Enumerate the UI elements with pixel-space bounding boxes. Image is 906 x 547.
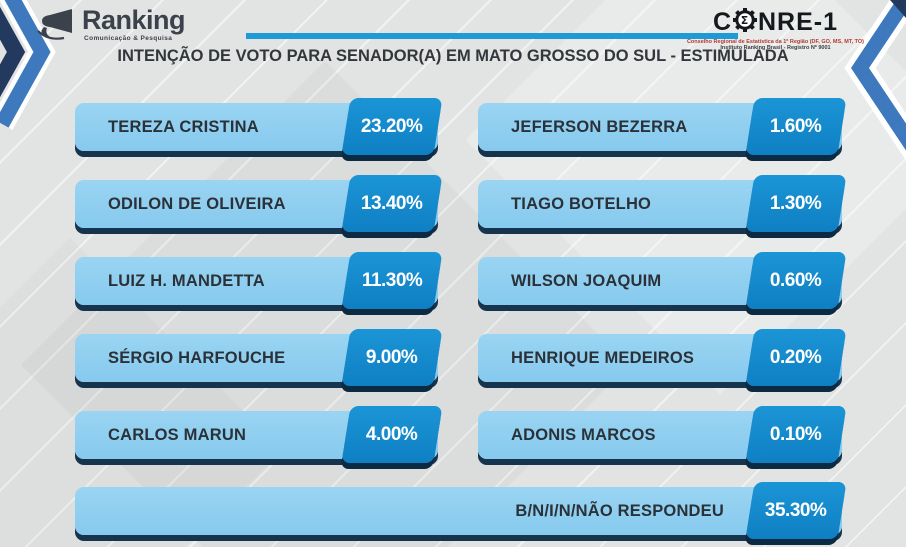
candidate-name: TIAGO BOTELHO xyxy=(511,194,652,213)
candidate-name: JEFERSON BEZERRA xyxy=(511,117,688,136)
result-bar: SÉRGIO HARFOUCHE 9.00% xyxy=(75,329,443,386)
candidate-name: TEREZA CRISTINA xyxy=(108,117,259,136)
gear-sigma-icon: Σ xyxy=(733,8,757,37)
percentage-value: 1.60% xyxy=(770,115,822,137)
percentage-tab: 23.20% xyxy=(341,98,443,155)
percentage-tab: 11.30% xyxy=(341,252,443,309)
result-bar: CARLOS MARUN 4.00% xyxy=(75,406,443,463)
percentage-tab: 4.00% xyxy=(341,406,443,463)
percentage-value: 13.40% xyxy=(361,192,423,214)
percentage-tab: 0.10% xyxy=(745,406,847,463)
candidate-name: LUIZ H. MANDETTA xyxy=(108,271,265,290)
percentage-tab: 1.30% xyxy=(745,175,847,232)
result-bar: TEREZA CRISTINA 23.20% xyxy=(75,98,443,155)
percentage-value: 23.20% xyxy=(361,115,423,137)
candidate-name: ODILON DE OLIVEIRA xyxy=(108,194,286,213)
conre-logo-prefix: C xyxy=(712,8,732,36)
page-title: INTENÇÃO DE VOTO PARA SENADOR(A) EM MATO… xyxy=(117,46,789,65)
percentage-value: 11.30% xyxy=(361,269,423,291)
result-bar: ADONIS MARCOS 0.10% xyxy=(478,406,847,463)
ranking-logo-tagline: Comunicação & Pesquisa xyxy=(84,35,173,42)
percentage-value: 9.00% xyxy=(366,346,418,368)
result-bar: ODILON DE OLIVEIRA 13.40% xyxy=(75,175,443,232)
result-bar: JEFERSON BEZERRA 1.60% xyxy=(478,98,847,155)
result-bar: WILSON JOAQUIM 0.60% xyxy=(478,252,847,309)
percentage-tab: 0.60% xyxy=(745,252,847,309)
ranking-logo-text: Ranking xyxy=(82,5,186,35)
result-bar: LUIZ H. MANDETTA 11.30% xyxy=(75,252,443,309)
percentage-value: 35.30% xyxy=(765,499,827,521)
percentage-value: 0.10% xyxy=(770,423,822,445)
conre-logo: C Σ NRE-1 Conselho Regional de E xyxy=(687,8,864,51)
candidate-name: ADONIS MARCOS xyxy=(511,425,656,444)
svg-text:Σ: Σ xyxy=(741,14,750,27)
result-bar-undecided: B/N/I/N/NÃO RESPONDEU 35.30% xyxy=(75,482,847,539)
percentage-tab: 0.20% xyxy=(745,329,847,386)
candidate-name: CARLOS MARUN xyxy=(108,425,247,444)
conre-subtitle-1: Conselho Regional de Estatística da 1ª R… xyxy=(686,39,864,45)
megaphone-icon xyxy=(34,7,78,48)
percentage-tab: 1.60% xyxy=(745,98,847,155)
result-bar: TIAGO BOTELHO 1.30% xyxy=(478,175,847,232)
conre-logo-suffix: NRE-1 xyxy=(758,8,839,36)
percentage-value: 0.20% xyxy=(770,346,822,368)
percentage-tab: 35.30% xyxy=(745,482,847,539)
percentage-value: 1.30% xyxy=(770,192,822,214)
percentage-value: 0.60% xyxy=(770,269,822,291)
corner-accent xyxy=(890,0,906,18)
header-accent-line xyxy=(246,33,738,39)
candidate-name: SÉRGIO HARFOUCHE xyxy=(108,348,286,367)
candidate-name: WILSON JOAQUIM xyxy=(511,271,662,290)
result-bar: HENRIQUE MEDEIROS 0.20% xyxy=(478,329,847,386)
percentage-value: 4.00% xyxy=(366,423,418,445)
candidate-name: B/N/I/N/NÃO RESPONDEU xyxy=(515,501,724,520)
percentage-tab: 13.40% xyxy=(341,175,443,232)
percentage-tab: 9.00% xyxy=(341,329,443,386)
ranking-logo: Ranking Comunicação & Pesquisa xyxy=(34,5,186,48)
candidate-name: HENRIQUE MEDEIROS xyxy=(511,348,695,367)
conre-subtitle-2: Instituto Ranking Brasil - Registro Nº 9… xyxy=(720,45,831,51)
